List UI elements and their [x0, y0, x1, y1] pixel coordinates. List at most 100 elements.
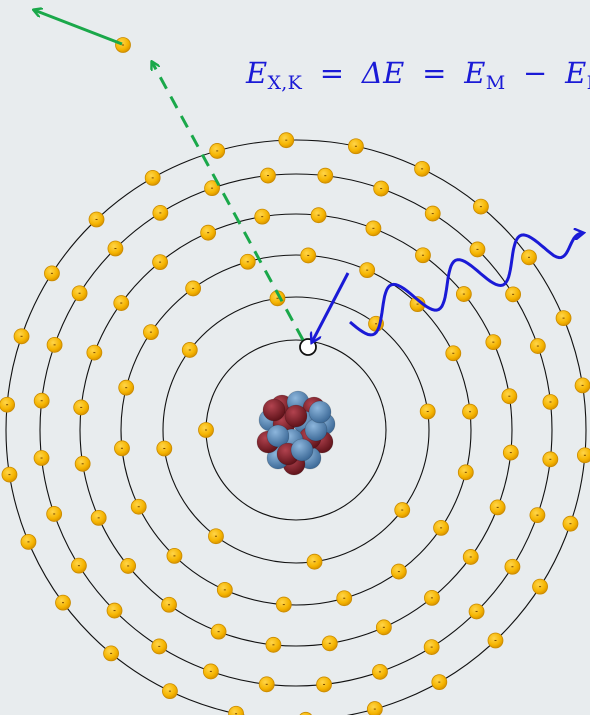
electron — [118, 379, 135, 396]
electron — [529, 338, 546, 354]
electron — [348, 138, 364, 155]
electron — [208, 528, 224, 545]
electron — [365, 220, 382, 237]
electron — [44, 265, 60, 282]
electron — [33, 450, 50, 466]
nucleus-neutron — [308, 400, 332, 424]
electron — [254, 208, 271, 225]
electrons — [0, 37, 590, 715]
electron — [359, 262, 376, 279]
electron — [107, 240, 124, 257]
ejected-electron-direction — [34, 10, 123, 46]
eq-r1-sub: M — [485, 72, 506, 94]
electron — [317, 167, 334, 184]
electron — [200, 224, 217, 241]
eq-r2-sub: K — [587, 72, 590, 94]
electron — [275, 596, 292, 613]
electron — [106, 602, 123, 619]
electron — [394, 502, 411, 518]
electron — [258, 676, 275, 693]
electron — [431, 674, 448, 691]
electron — [260, 167, 276, 184]
electron-shells — [5, 139, 587, 715]
electron — [166, 547, 183, 564]
electron — [300, 247, 317, 264]
electron — [74, 455, 91, 472]
electron — [198, 422, 214, 438]
electron — [88, 211, 105, 228]
eq-r2-symbol: E — [565, 56, 587, 90]
shell-n — [79, 213, 513, 647]
electron — [1, 466, 18, 483]
electron — [423, 639, 440, 656]
electron — [185, 280, 202, 297]
shell-p — [5, 139, 587, 715]
electron — [13, 328, 30, 345]
nucleus-neutron — [266, 424, 290, 448]
electron — [103, 645, 119, 662]
electron — [424, 205, 441, 222]
electron — [46, 506, 63, 522]
electron — [457, 464, 474, 481]
electron — [156, 440, 173, 457]
electron — [144, 169, 161, 186]
electron — [278, 132, 295, 149]
electron — [73, 399, 90, 416]
electron — [574, 377, 590, 394]
electron — [228, 705, 244, 715]
electron — [462, 549, 479, 565]
electron — [445, 345, 462, 362]
electron — [71, 285, 88, 302]
electron — [469, 241, 486, 258]
electron — [542, 394, 559, 410]
electron — [86, 344, 103, 361]
nucleus — [256, 390, 336, 476]
electron — [181, 342, 198, 358]
electron — [455, 286, 472, 302]
electron — [489, 499, 506, 516]
electron — [120, 558, 137, 574]
electron — [462, 403, 478, 420]
electron — [70, 557, 87, 574]
electron — [114, 440, 130, 457]
electron — [521, 249, 537, 266]
electron — [90, 509, 107, 526]
eq-minus: − — [523, 56, 548, 90]
electron — [336, 590, 353, 607]
electron — [504, 558, 521, 575]
eq-r1-symbol: E — [464, 56, 486, 90]
ejected-electron — [115, 37, 131, 53]
electron — [485, 334, 502, 351]
electron — [375, 619, 392, 636]
eq-lhs-sub: X,K — [267, 72, 303, 94]
electron — [562, 515, 579, 532]
electron — [265, 636, 282, 653]
nucleus-proton — [262, 398, 286, 422]
electron — [502, 444, 519, 461]
shell-m — [120, 254, 472, 606]
nucleus-neutron — [290, 438, 314, 462]
electron — [46, 336, 63, 353]
transition-arrow — [312, 272, 350, 342]
xray-photon-wave — [349, 233, 583, 337]
ejected-electron-path — [152, 62, 305, 341]
eq-mid: ΔE — [361, 56, 405, 90]
electron — [366, 701, 383, 715]
electron — [433, 519, 449, 536]
electron — [529, 507, 546, 524]
electron — [55, 594, 71, 611]
electron — [202, 663, 219, 680]
electron — [373, 180, 390, 197]
electron — [419, 403, 436, 420]
electron — [555, 310, 572, 327]
electron — [372, 663, 388, 680]
energy-equation: EX,K = ΔE = EM − EK — [246, 56, 590, 94]
electron — [210, 623, 227, 640]
eq-equals-2: = — [422, 56, 447, 90]
electron — [20, 533, 37, 550]
electron — [299, 711, 312, 715]
electron — [468, 603, 485, 620]
electron — [415, 247, 431, 264]
